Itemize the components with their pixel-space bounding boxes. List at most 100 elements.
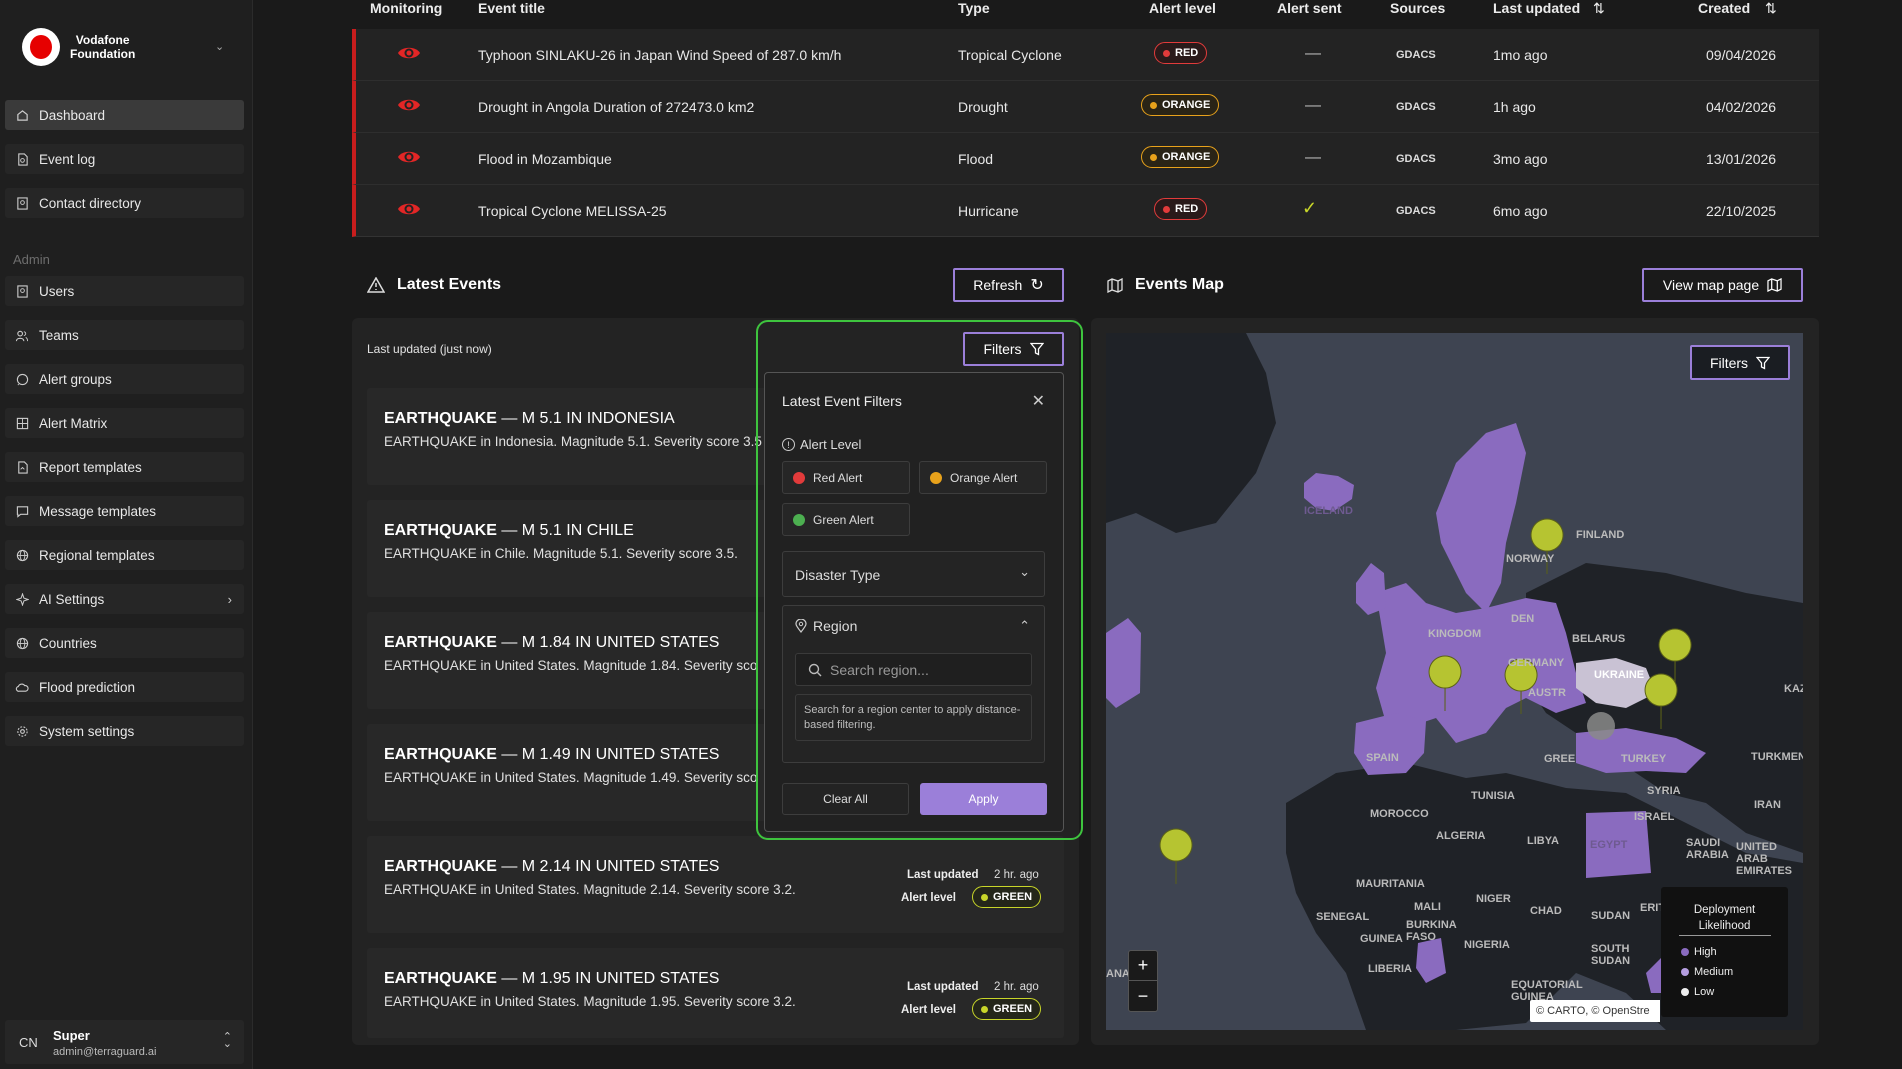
user-menu[interactable]: CN Super admin@terraguard.ai ⌃ ⌄ <box>5 1020 244 1064</box>
map-label: TURKMENIS <box>1751 751 1803 763</box>
map-label: UKRAINE <box>1594 669 1645 681</box>
contact-icon <box>15 196 29 210</box>
sidebar-item-event-log[interactable]: Event log <box>5 144 244 174</box>
map-label: ISRAEL <box>1634 811 1675 823</box>
region-section: Region ⌃ Search region... Search for a r… <box>782 605 1045 763</box>
map-attribution[interactable]: © CARTO, © OpenStre <box>1530 1000 1660 1022</box>
sidebar-item-countries[interactable]: Countries <box>5 628 244 658</box>
sidebar-item-teams[interactable]: Teams <box>5 320 244 350</box>
created-date: 09/04/2026 <box>1706 47 1777 63</box>
alert-level-heading: ! Alert Level <box>782 437 861 452</box>
map-label: TURKEY <box>1621 753 1667 765</box>
source: GDACS <box>1396 153 1436 165</box>
map-filters-button[interactable]: Filters <box>1690 345 1790 380</box>
zoom-in-button[interactable]: + <box>1129 951 1157 981</box>
created-date: 22/10/2025 <box>1706 203 1777 219</box>
eye-icon[interactable] <box>397 44 421 62</box>
sidebar-item-flood-prediction[interactable]: Flood prediction <box>5 672 244 702</box>
last-updated: 3mo ago <box>1493 151 1548 167</box>
sidebar-item-alert-groups[interactable]: Alert groups <box>5 364 244 394</box>
status-badge: GREEN <box>972 886 1042 908</box>
sidebar-item-label: Countries <box>39 635 97 651</box>
map-label: IRAN <box>1754 799 1781 811</box>
user-name: Super <box>53 1028 90 1043</box>
event-card-desc: EARTHQUAKE in United States. Magnitude 1… <box>384 658 758 673</box>
orange-dot <box>930 471 942 484</box>
eye-icon[interactable] <box>397 96 421 114</box>
table-row[interactable]: Flood in Mozambique Flood ORANGE — GDACS… <box>352 133 1819 185</box>
eye-icon[interactable] <box>397 148 421 166</box>
home-icon <box>15 108 29 122</box>
orange-alert-chip[interactable]: Orange Alert <box>919 461 1047 494</box>
green-alert-chip[interactable]: Green Alert <box>782 503 910 536</box>
status-badge: RED <box>1154 198 1208 220</box>
users-icon <box>15 284 29 298</box>
sidebar-item-message-templates[interactable]: Message templates <box>5 496 244 526</box>
col-type: Type <box>958 0 990 16</box>
green-dot <box>793 513 805 526</box>
event-card-title: EARTHQUAKE — M 1.84 IN UNITED STATES <box>384 634 720 651</box>
table-row[interactable]: Typhoon SINLAKU-26 in Japan Wind Speed o… <box>352 29 1819 81</box>
sort-icon[interactable]: ⇅ <box>1765 0 1777 16</box>
chevron-up-icon[interactable]: ⌃ <box>1019 618 1030 633</box>
created-date: 13/01/2026 <box>1706 151 1777 167</box>
event-title[interactable]: Tropical Cyclone MELISSA-25 <box>478 203 667 219</box>
sidebar-item-label: Alert Matrix <box>39 415 108 431</box>
vodafone-logo <box>22 28 60 66</box>
view-map-page-button[interactable]: View map page <box>1642 268 1803 302</box>
sidebar-item-system-settings[interactable]: System settings <box>5 716 244 746</box>
matrix-icon <box>15 416 29 430</box>
org-switcher[interactable]: Vodafone Foundation <box>22 28 135 66</box>
map-label: AUSTR <box>1528 687 1566 699</box>
sidebar-item-report-templates[interactable]: Report templates <box>5 452 244 482</box>
sort-icon[interactable]: ⇅ <box>1593 0 1605 16</box>
zoom-out-button[interactable]: − <box>1137 985 1149 1006</box>
sidebar-item-ai-settings[interactable]: AI Settings › <box>5 584 244 614</box>
eye-icon[interactable] <box>397 200 421 218</box>
event-title[interactable]: Drought in Angola Duration of 272473.0 k… <box>478 99 755 115</box>
event-card-desc: EARTHQUAKE in Chile. Magnitude 5.1. Seve… <box>384 546 738 561</box>
sidebar: Vodafone Foundation ⌄ Dashboard Event lo… <box>0 0 253 1069</box>
col-created[interactable]: Created <box>1698 0 1751 16</box>
clear-all-button[interactable]: Clear All <box>782 783 909 815</box>
sidebar-item-label: Teams <box>39 327 79 343</box>
event-card[interactable]: EARTHQUAKE — M 1.95 IN UNITED STATES EAR… <box>367 948 1064 1038</box>
red-alert-chip[interactable]: Red Alert <box>782 461 910 494</box>
region-search-input[interactable]: Search region... <box>795 653 1032 686</box>
apply-button[interactable]: Apply <box>920 783 1047 815</box>
table-row[interactable]: Drought in Angola Duration of 272473.0 k… <box>352 81 1819 133</box>
disaster-type-dropdown[interactable]: Disaster Type ⌄ <box>782 551 1045 597</box>
table-row[interactable]: Tropical Cyclone MELISSA-25 Hurricane RE… <box>352 185 1819 237</box>
sidebar-item-alert-matrix[interactable]: Alert Matrix <box>5 408 244 438</box>
sidebar-item-contact-directory[interactable]: Contact directory <box>5 188 244 218</box>
sidebar-item-label: Contact directory <box>39 195 142 211</box>
map-label: EGYPT <box>1590 839 1628 851</box>
map-label: ALGERIA <box>1436 830 1486 842</box>
map-label: NIGER <box>1476 893 1511 905</box>
sidebar-item-users[interactable]: Users <box>5 276 244 306</box>
sidebar-item-label: System settings <box>39 723 135 739</box>
refresh-button[interactable]: Refresh ↻ <box>953 268 1064 302</box>
event-title[interactable]: Typhoon SINLAKU-26 in Japan Wind Speed o… <box>478 47 842 63</box>
chevron-down-icon[interactable]: ⌄ <box>215 41 225 53</box>
latest-events-title: Latest Events <box>397 276 502 293</box>
col-last-updated[interactable]: Last updated <box>1493 0 1581 16</box>
close-icon[interactable]: ✕ <box>1031 393 1045 410</box>
source: GDACS <box>1396 101 1436 113</box>
event-type: Drought <box>958 99 1008 115</box>
sidebar-item-regional-templates[interactable]: Regional templates <box>5 540 244 570</box>
sidebar-item-label: Flood prediction <box>39 679 136 695</box>
event-card[interactable]: EARTHQUAKE — M 2.14 IN UNITED STATES EAR… <box>367 836 1064 933</box>
region-toggle[interactable]: Region <box>795 618 857 634</box>
filters-button[interactable]: Filters <box>963 332 1064 366</box>
event-title[interactable]: Flood in Mozambique <box>478 151 612 167</box>
sidebar-item-label: Users <box>39 283 75 299</box>
last-updated-value: 2 hr. ago <box>994 869 1039 881</box>
last-updated-label: Last updated <box>907 981 979 993</box>
warning-icon <box>367 277 385 293</box>
map-icon <box>1767 278 1782 292</box>
map-label: MAURITANIA <box>1356 878 1425 890</box>
sidebar-item-dashboard[interactable]: Dashboard <box>5 100 244 130</box>
disaster-type-label: Disaster Type <box>795 567 881 583</box>
source: GDACS <box>1396 49 1436 61</box>
